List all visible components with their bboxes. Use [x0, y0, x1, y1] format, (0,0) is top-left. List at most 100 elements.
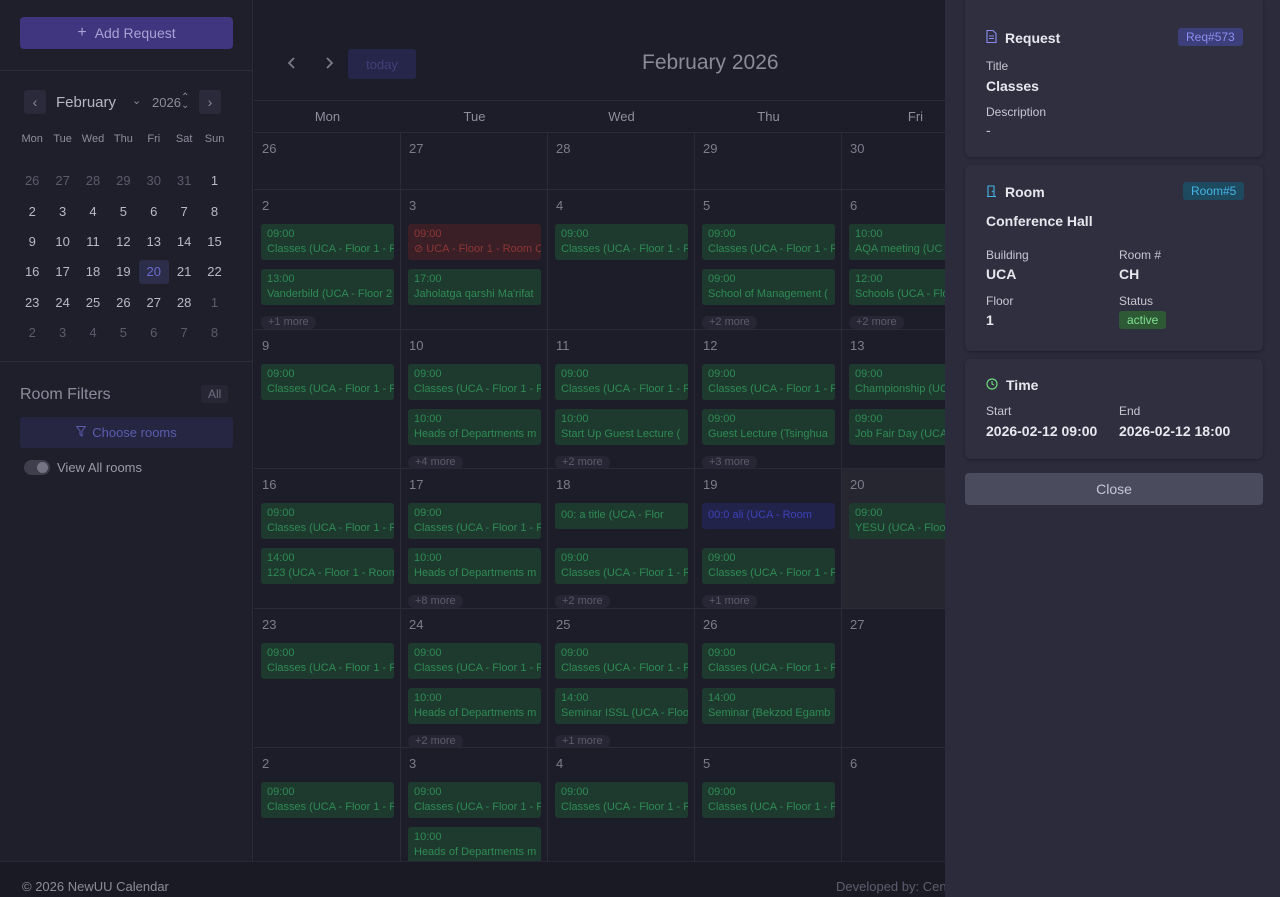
calendar-event[interactable]: 10:00 Heads of Departments m — [408, 408, 541, 445]
calendar-day-cell[interactable]: 23 09:00 Classes (UCA - Floor 1 - Ro — [254, 608, 401, 747]
mini-month-select[interactable]: February — [56, 94, 117, 111]
calendar-day-cell[interactable]: 10 09:00 Classes (UCA - Floor 1 - Ro 10:00 H… — [401, 329, 548, 469]
calendar-day-cell[interactable]: 24 09:00 Classes (UCA - Floor 1 - Ro 10:00 H… — [401, 608, 548, 748]
mini-day-cell[interactable]: 22 — [207, 264, 222, 280]
mini-day-cell[interactable]: 6 — [150, 325, 158, 341]
calendar-day-cell[interactable]: 4 09:00 Classes (UCA - Floor 1 - Ro — [548, 190, 695, 329]
day-number[interactable]: 27 — [409, 141, 424, 156]
calendar-event[interactable]: 10:00 Heads of Departments m — [408, 687, 541, 724]
day-number[interactable]: 3 — [409, 756, 417, 771]
mini-next-month-button[interactable]: › — [199, 90, 221, 114]
more-events-link[interactable]: +3 more — [702, 455, 757, 469]
calendar-day-cell[interactable]: 27 — [401, 133, 548, 189]
calendar-day-cell[interactable]: 30 — [842, 133, 945, 189]
mini-day-cell[interactable]: 7 — [180, 325, 188, 341]
day-number[interactable]: 6 — [850, 756, 858, 771]
calendar-event[interactable]: 09:00 Job Fair Day (UCA — [849, 408, 945, 445]
calendar-event[interactable]: 14:00 123 (UCA - Floor 1 - Room — [261, 548, 394, 584]
calendar-day-cell[interactable]: 18 00: a title (UCA - Flor 09:00 Classes (U… — [548, 469, 695, 608]
mini-prev-month-button[interactable]: ‹ — [24, 90, 46, 114]
mini-day-cell[interactable]: 31 — [176, 173, 192, 189]
calendar-event[interactable]: 09:00 School of Management ( — [702, 269, 835, 305]
add-request-button[interactable]: + Add Request — [20, 17, 233, 49]
mini-day-cell[interactable]: 10 — [55, 233, 70, 249]
calendar-day-cell[interactable]: 19 00:0 ali (UCA - Room 09:00 Classes (UCA … — [695, 469, 842, 608]
day-number[interactable]: 11 — [556, 337, 570, 353]
calendar-event[interactable]: 09:00 Classes (UCA - Floor 1 - Ro — [702, 224, 835, 260]
calendar-event[interactable]: 12:00 Schools (UCA - Flo — [849, 269, 945, 305]
mini-day-cell[interactable]: 26 — [24, 173, 40, 189]
calendar-event[interactable]: 09:00 Classes (UCA - Floor 1 - Ro — [555, 782, 688, 818]
day-number[interactable]: 26 — [262, 141, 277, 156]
more-events-link[interactable]: +2 more — [702, 316, 757, 329]
calendar-event[interactable]: 09:00 Championship (UC — [849, 363, 945, 400]
calendar-event[interactable]: 10:00 Start Up Guest Lecture ( — [555, 408, 688, 445]
mini-day-cell[interactable]: 27 — [55, 173, 70, 189]
calendar-event[interactable]: 17:00 Jaholatga qarshi Ma'rifat — [408, 269, 541, 305]
mini-day-cell[interactable]: 16 — [24, 264, 40, 280]
day-number[interactable]: 27 — [850, 616, 865, 632]
mini-day-cell[interactable]: 3 — [58, 203, 67, 219]
calendar-day-cell[interactable]: 26 — [254, 133, 401, 189]
mini-day-cell[interactable]: 2 — [28, 325, 36, 341]
more-events-link[interactable]: +1 more — [261, 316, 316, 329]
mini-day-cell[interactable]: 2 — [28, 203, 36, 219]
calendar-day-cell[interactable]: 3 09:00 Classes (UCA - Floor 1 - Ro 10:00 He… — [401, 748, 548, 861]
next-month-button[interactable] — [324, 54, 334, 75]
calendar-event[interactable]: 13:00 Vanderbild (UCA - Floor 2 — [261, 269, 394, 305]
calendar-day-cell[interactable]: 17 09:00 Classes (UCA - Floor 1 - Ro 10:00 H… — [401, 469, 548, 608]
calendar-event[interactable]: 09:00 Classes (UCA - Floor 1 - Ro — [261, 503, 394, 539]
calendar-day-cell[interactable]: 25 09:00 Classes (UCA - Floor 1 - Ro 14:00 S… — [548, 608, 695, 748]
calendar-day-cell[interactable]: 28 — [548, 133, 695, 189]
day-number[interactable]: 4 — [556, 198, 564, 213]
day-number[interactable]: 2 — [262, 198, 270, 213]
day-number[interactable]: 5 — [703, 756, 711, 771]
calendar-event[interactable]: 09:00 Classes (UCA - Floor 1 - Ro — [261, 782, 394, 818]
year-spinner-icon[interactable]: ⌃ ⌄ — [181, 92, 190, 111]
day-number[interactable]: 3 — [409, 198, 417, 213]
mini-day-cell[interactable]: 20 — [138, 260, 169, 285]
day-number[interactable]: 13 — [850, 337, 865, 353]
mini-day-cell[interactable]: 21 — [176, 264, 192, 280]
mini-day-cell[interactable]: 12 — [116, 233, 131, 249]
calendar-day-cell[interactable]: 12 09:00 Classes (UCA - Floor 1 - Ro 09:00 G… — [695, 329, 842, 469]
calendar-day-cell[interactable]: 16 09:00 Classes (UCA - Floor 1 - Ro 14:00 1… — [254, 469, 401, 608]
mini-day-cell[interactable]: 28 — [85, 173, 101, 189]
more-events-link[interactable]: +2 more — [849, 316, 904, 329]
more-events-link[interactable]: +4 more — [408, 455, 463, 469]
mini-day-cell[interactable]: 13 — [146, 233, 161, 249]
today-button[interactable]: today — [348, 49, 416, 79]
mini-day-cell[interactable]: 4 — [89, 325, 97, 341]
more-events-link[interactable]: +8 more — [408, 595, 463, 608]
calendar-event[interactable]: 09:00 Classes (UCA - Floor 1 - Ro — [555, 363, 688, 400]
mini-day-cell[interactable]: 1 — [210, 173, 219, 189]
choose-rooms-button[interactable]: Choose rooms — [20, 417, 233, 448]
mini-day-cell[interactable]: 18 — [85, 264, 101, 280]
mini-day-cell[interactable]: 25 — [85, 294, 101, 310]
more-events-link[interactable]: +1 more — [555, 734, 610, 748]
calendar-event[interactable]: 00:0 ali (UCA - Room — [702, 503, 835, 529]
day-number[interactable]: 19 — [703, 477, 718, 492]
mini-day-cell[interactable]: 5 — [119, 325, 127, 341]
mini-day-cell[interactable]: 26 — [116, 294, 131, 310]
day-number[interactable]: 20 — [850, 477, 865, 492]
calendar-event[interactable]: 09:00 Classes (UCA - Floor 1 - Ro — [408, 363, 541, 400]
calendar-day-cell[interactable]: 2 09:00 Classes (UCA - Floor 1 - Ro — [254, 748, 401, 861]
calendar-event[interactable]: 10:00 AQA meeting (UC — [849, 224, 945, 260]
day-number[interactable]: 4 — [556, 756, 564, 771]
day-number[interactable]: 23 — [262, 616, 277, 632]
day-number[interactable]: 6 — [850, 198, 858, 213]
calendar-day-cell[interactable]: 4 09:00 Classes (UCA - Floor 1 - Ro — [548, 748, 695, 861]
calendar-event[interactable]: 00: a title (UCA - Flor — [555, 503, 688, 529]
calendar-event[interactable]: 09:00 ⊘ UCA - Floor 1 - Room C — [408, 224, 541, 260]
day-number[interactable]: 16 — [262, 477, 277, 492]
calendar-event[interactable]: 09:00 Classes (UCA - Floor 1 - Ro — [261, 224, 394, 260]
calendar-event[interactable]: 10:00 Heads of Departments m — [408, 827, 541, 861]
calendar-day-cell[interactable]: 2 09:00 Classes (UCA - Floor 1 - Ro 13:00 Va… — [254, 190, 401, 329]
calendar-day-cell[interactable]: 29 — [695, 133, 842, 189]
day-number[interactable]: 28 — [556, 141, 571, 156]
day-number[interactable]: 30 — [850, 141, 865, 156]
calendar-day-cell[interactable]: 5 09:00 Classes (UCA - Floor 1 - Ro — [695, 748, 842, 861]
mini-day-cell[interactable]: 15 — [207, 233, 222, 249]
day-number[interactable]: 25 — [556, 616, 571, 632]
